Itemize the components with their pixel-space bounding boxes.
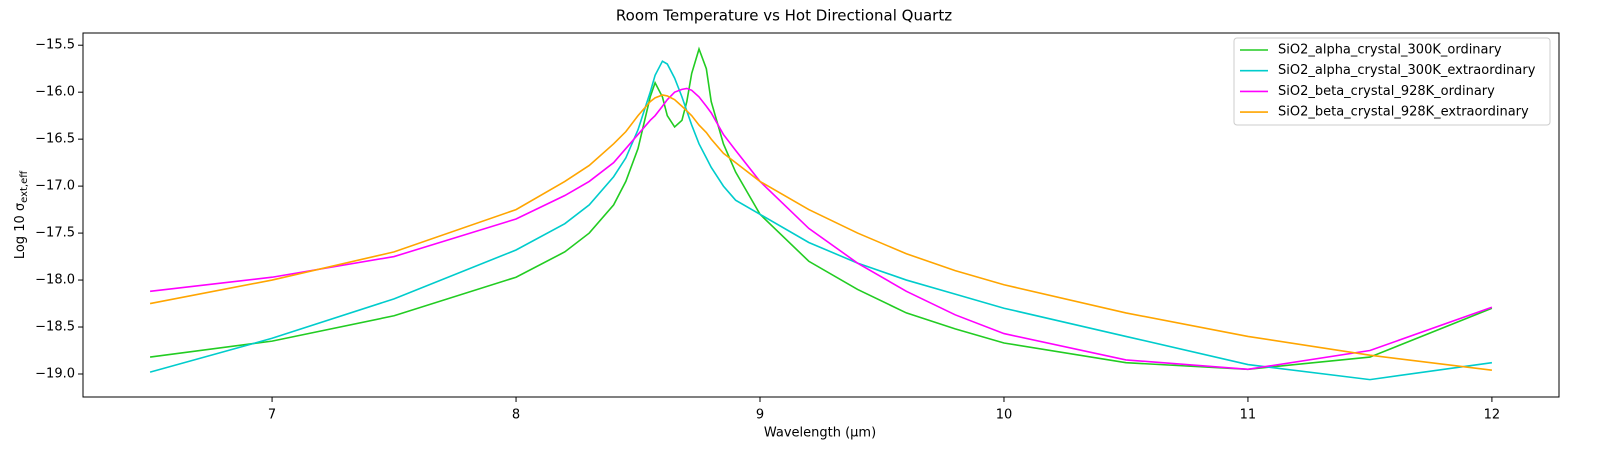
- x-axis-label: Wavelength (µm): [764, 426, 876, 441]
- x-tick-label: 7: [268, 408, 276, 423]
- y-tick-label: −17.0: [35, 179, 75, 194]
- series-line: [149, 46, 1493, 371]
- legend-label: SiO2_alpha_crystal_300K_ordinary: [1278, 43, 1502, 58]
- plot-frame: [82, 32, 1560, 398]
- series-line: [149, 94, 1493, 372]
- legend-box: [1233, 37, 1551, 126]
- x-tick-label: 11: [1240, 408, 1257, 423]
- series-line: [149, 87, 1493, 371]
- y-tick-label: −16.0: [35, 85, 75, 100]
- y-label-sub: ext,eff: [19, 170, 30, 203]
- legend-label: SiO2_alpha_crystal_300K_extraordinary: [1278, 63, 1536, 78]
- y-tick-label: −16.5: [35, 132, 75, 147]
- series-line: [149, 60, 1493, 381]
- legend-label: SiO2_beta_crystal_928K_ordinary: [1278, 84, 1495, 99]
- y-tick-label: −19.0: [35, 366, 75, 381]
- x-tick-label: 12: [1484, 408, 1501, 423]
- chart-title: Room Temperature vs Hot Directional Quar…: [616, 7, 952, 25]
- y-tick-label: −17.5: [35, 226, 75, 241]
- x-tick-label: 9: [756, 408, 764, 423]
- y-axis-label: Log 10 σext,eff: [13, 170, 31, 259]
- y-label-main: Log 10 σ: [13, 203, 28, 259]
- x-tick-label: 10: [996, 408, 1013, 423]
- x-tick-label: 8: [512, 408, 520, 423]
- y-tick-label: −15.5: [35, 38, 75, 53]
- y-tick-label: −18.5: [35, 320, 75, 335]
- legend-label: SiO2_beta_crystal_928K_extraordinary: [1278, 105, 1529, 120]
- y-tick-label: −18.0: [35, 273, 75, 288]
